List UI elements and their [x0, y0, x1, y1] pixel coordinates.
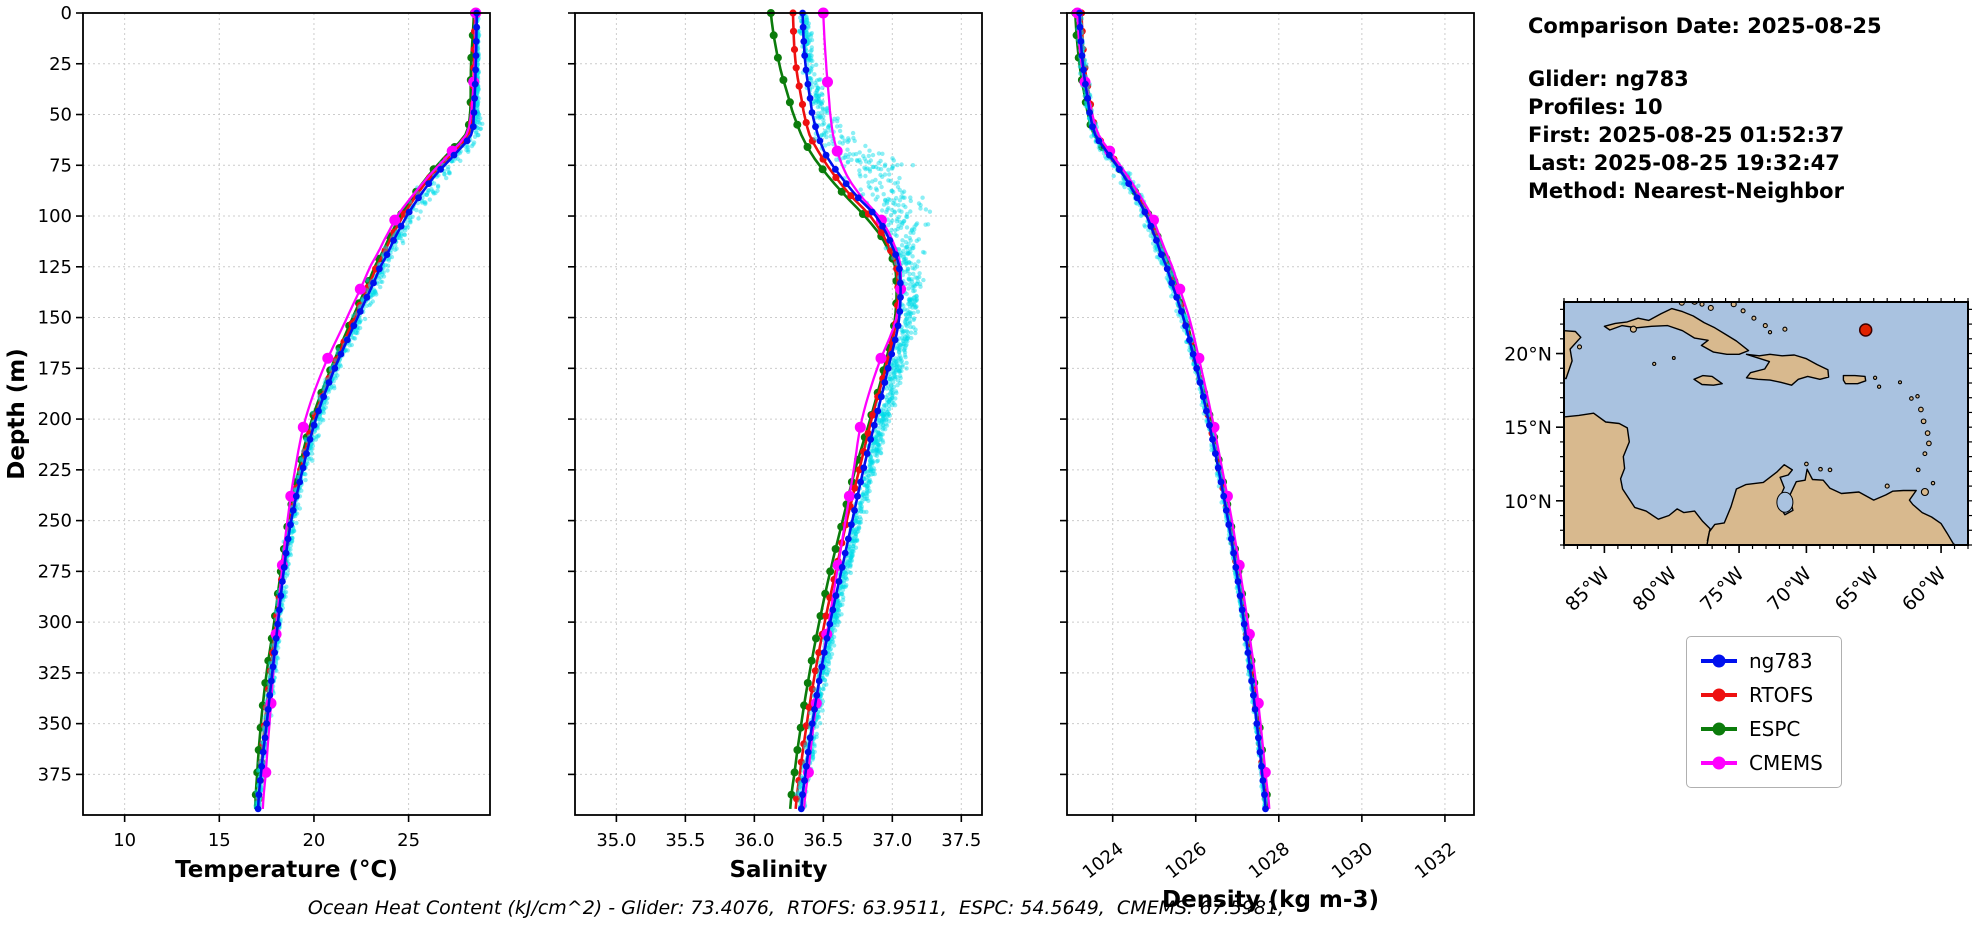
info-gap: [1528, 40, 1882, 65]
x-tick-label: 36.5: [803, 830, 843, 851]
info-panel: Comparison Date: 2025-08-25 Glider: ng78…: [1528, 12, 1882, 205]
y-tick-label: 275: [38, 561, 72, 582]
glider-name-text: Glider: ng783: [1528, 67, 1689, 91]
ohc-caption: Ocean Heat Content (kJ/cm^2) - Glider: 7…: [307, 897, 1285, 919]
x-tick-label: 37.0: [872, 830, 912, 851]
legend-item-ESPC: ESPC: [1701, 717, 1823, 741]
x-axis-title: Temperature (°C): [175, 857, 398, 883]
map-frame: [1563, 301, 1969, 546]
gridlines: [575, 12, 982, 815]
x-axis-title: Density (kg m-3): [1162, 887, 1379, 913]
series-ng783: [797, 9, 904, 813]
y-tick-label: 150: [38, 308, 72, 329]
map-lon-label: 70°W: [1763, 563, 1816, 616]
map-lat-label: 20°N: [1504, 344, 1552, 366]
first-profile-time-text: First: 2025-08-25 01:52:37: [1528, 123, 1845, 147]
series-ng783: [1076, 9, 1269, 813]
x-tick-label: 36.0: [734, 830, 774, 851]
x-tick-label: 37.5: [941, 830, 981, 851]
y-tick-label: 175: [38, 358, 72, 379]
map-lon-label: 60°W: [1898, 563, 1951, 616]
map-lat-label: 15°N: [1504, 417, 1552, 439]
axes-frame: [82, 12, 491, 816]
x-tick-label: 35.0: [596, 830, 636, 851]
gridlines: [1067, 12, 1474, 815]
x-tick-label: 1030: [1328, 838, 1377, 883]
legend-marker-ESPC: [1701, 727, 1737, 731]
axes-frame: [1066, 12, 1475, 816]
map-lon-label: 80°W: [1629, 563, 1682, 616]
map-lat-label: 10°N: [1504, 491, 1552, 513]
x-tick-label: 1026: [1162, 838, 1211, 883]
map-lon-label: 85°W: [1561, 563, 1614, 616]
y-tick-label: 325: [38, 663, 72, 684]
map-inset: 85°W 80°W 75°W 70°W 65°W 60°W 20°N 15°N 10°N: [1504, 298, 1972, 616]
y-tick-label: 0: [61, 3, 72, 24]
y-tick-label: 100: [38, 206, 72, 227]
x-tick-label: 1032: [1411, 838, 1460, 883]
legend-label: CMEMS: [1749, 751, 1823, 775]
map-lon-label: 65°W: [1831, 563, 1884, 616]
legend-label: RTOFS: [1749, 683, 1814, 707]
x-tick-label: 1028: [1245, 838, 1294, 883]
legend-marker-CMEMS: [1701, 761, 1737, 765]
x-tick-label: 15: [208, 830, 231, 851]
legend-item-ng783: ng783: [1701, 649, 1823, 673]
x-tick-label: 20: [302, 830, 325, 851]
legend: ng783 RTOFS ESPC CMEMS: [1686, 636, 1842, 788]
y-axis-title: Depth (m): [4, 348, 30, 480]
lake-maracaibo: [1776, 491, 1794, 513]
y-tick-label: 125: [38, 257, 72, 278]
y-tick-label: 300: [38, 612, 72, 633]
temperature-plot: 10 15 20 2502550751001251501752002252502753…: [4, 3, 491, 883]
axes-frame: [574, 12, 983, 816]
y-tick-label: 225: [38, 460, 72, 481]
y-tick-label: 50: [49, 105, 72, 126]
map-lon-label: 75°W: [1696, 563, 1749, 616]
y-tick-label: 200: [38, 409, 72, 430]
glider-location-marker: [1858, 323, 1873, 337]
salinity-plot: 35.0 35.5 36.0 36.5 37.0 37.5 Salinity: [568, 7, 983, 883]
legend-marker-RTOFS: [1701, 693, 1737, 697]
density-plot: 1024 1026 1028 1030 1032 Density (kg m-3): [1060, 7, 1475, 913]
y-tick-label: 375: [38, 764, 72, 785]
legend-label: ng783: [1749, 649, 1813, 673]
legend-item-CMEMS: CMEMS: [1701, 751, 1823, 775]
legend-label: ESPC: [1749, 717, 1801, 741]
x-tick-label: 1024: [1079, 838, 1128, 883]
x-tick-label: 35.5: [665, 830, 705, 851]
comparison-date-text: Comparison Date: 2025-08-25: [1528, 14, 1882, 38]
y-tick-label: 350: [38, 714, 72, 735]
series-ng783: [254, 9, 481, 813]
profiles-count-text: Profiles: 10: [1528, 95, 1663, 119]
y-tick-label: 75: [49, 155, 72, 176]
legend-marker-ng783: [1701, 659, 1737, 663]
map-land: [1564, 302, 1957, 545]
line-CMEMS: [1076, 12, 1271, 809]
x-tick-label: 10: [113, 830, 136, 851]
x-tick-label: 25: [397, 830, 420, 851]
legend-item-RTOFS: RTOFS: [1701, 683, 1823, 707]
y-tick-label: 25: [49, 54, 72, 75]
last-profile-time-text: Last: 2025-08-25 19:32:47: [1528, 151, 1840, 175]
y-tick-label: 250: [38, 511, 72, 532]
method-text: Method: Nearest-Neighbor: [1528, 179, 1844, 203]
line-RTOFS: [791, 12, 900, 810]
x-axis-title: Salinity: [729, 857, 827, 883]
